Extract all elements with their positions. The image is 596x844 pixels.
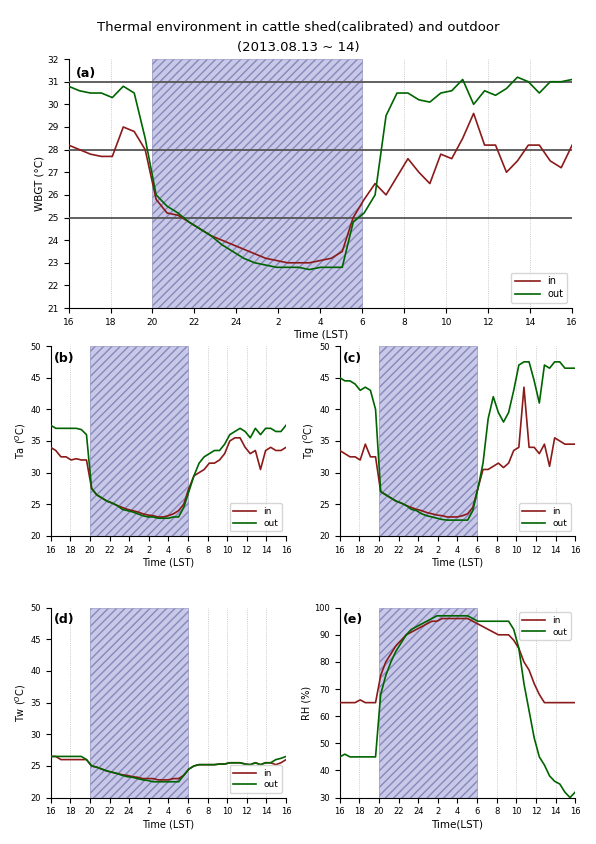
Text: (a): (a) (76, 67, 97, 79)
Y-axis label: Tw ($^O$C): Tw ($^O$C) (13, 684, 27, 722)
Legend: in, out: in, out (511, 273, 567, 303)
Legend: in, out: in, out (519, 504, 570, 532)
X-axis label: Time (LST): Time (LST) (293, 329, 348, 339)
Legend: in, out: in, out (229, 504, 281, 532)
Text: (e): (e) (343, 614, 364, 626)
Bar (379, 346, 477, 536)
X-axis label: Time (LST): Time (LST) (142, 819, 194, 829)
X-axis label: Time (LST): Time (LST) (142, 557, 194, 567)
Bar (90, 346, 188, 536)
Bar (153, 59, 362, 308)
Text: Thermal environment in cattle shed(calibrated) and outdoor: Thermal environment in cattle shed(calib… (97, 21, 499, 34)
Y-axis label: Ta ($^O$C): Ta ($^O$C) (13, 423, 27, 459)
Text: (b): (b) (54, 352, 75, 365)
Bar (379, 608, 477, 798)
Text: (2013.08.13 ~ 14): (2013.08.13 ~ 14) (237, 41, 359, 53)
Y-axis label: RH (%): RH (%) (302, 685, 312, 720)
Legend: in, out: in, out (519, 612, 570, 640)
Text: (c): (c) (343, 352, 362, 365)
X-axis label: Time (LST): Time (LST) (432, 557, 483, 567)
X-axis label: Time(LST): Time(LST) (432, 819, 483, 829)
Y-axis label: WBGT (°C): WBGT (°C) (35, 156, 45, 211)
Y-axis label: Tg ($^O$C): Tg ($^O$C) (301, 423, 316, 459)
Legend: in, out: in, out (229, 766, 281, 793)
Text: (d): (d) (54, 614, 75, 626)
Bar (90, 608, 188, 798)
